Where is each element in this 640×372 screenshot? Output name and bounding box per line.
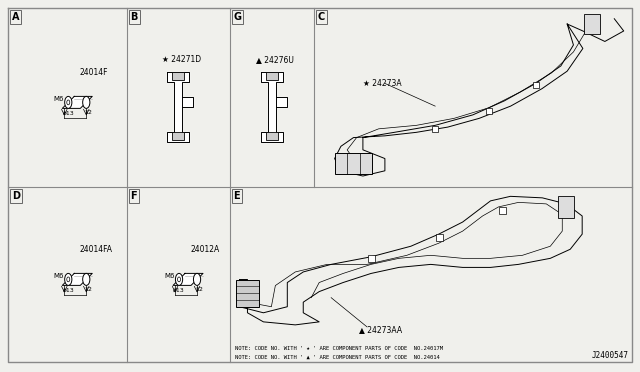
Ellipse shape bbox=[65, 273, 72, 285]
Text: 12: 12 bbox=[84, 110, 92, 115]
Text: 24014F: 24014F bbox=[79, 68, 108, 77]
Ellipse shape bbox=[83, 96, 90, 108]
Text: NOTE: CODE NO. WITH ' ▲ ' ARE COMPONENT PARTS OF CODE  NO.24014: NOTE: CODE NO. WITH ' ▲ ' ARE COMPONENT … bbox=[234, 355, 439, 360]
Polygon shape bbox=[62, 273, 92, 285]
Ellipse shape bbox=[65, 96, 72, 108]
Text: M6: M6 bbox=[54, 273, 64, 279]
Text: 12: 12 bbox=[195, 288, 203, 292]
Text: NOTE: CODE NO. WITH ' ★ ' ARE COMPONENT PARTS OF CODE  NO.24017M: NOTE: CODE NO. WITH ' ★ ' ARE COMPONENT … bbox=[234, 346, 442, 351]
Text: J2400547: J2400547 bbox=[592, 351, 629, 360]
Text: M6: M6 bbox=[54, 96, 64, 102]
Text: ø13: ø13 bbox=[173, 288, 185, 292]
Polygon shape bbox=[182, 97, 193, 108]
Bar bbox=[172, 73, 184, 80]
Bar bbox=[368, 255, 375, 262]
Text: E: E bbox=[234, 191, 240, 201]
Text: ▲ 24276U: ▲ 24276U bbox=[255, 55, 294, 64]
Ellipse shape bbox=[67, 277, 70, 282]
Text: F: F bbox=[131, 191, 137, 201]
Bar bbox=[532, 82, 539, 88]
Text: ø13: ø13 bbox=[62, 110, 74, 115]
Polygon shape bbox=[167, 73, 189, 142]
Text: ø13: ø13 bbox=[62, 288, 74, 292]
Bar bbox=[436, 234, 443, 241]
Text: C: C bbox=[317, 12, 325, 22]
Text: M6: M6 bbox=[164, 273, 175, 279]
Text: 24014FA: 24014FA bbox=[79, 246, 112, 254]
Text: D: D bbox=[12, 191, 20, 201]
Bar bbox=[335, 153, 372, 174]
Bar bbox=[432, 126, 438, 132]
Bar bbox=[486, 108, 492, 114]
Polygon shape bbox=[62, 96, 92, 108]
Ellipse shape bbox=[83, 273, 90, 285]
Bar bbox=[499, 207, 506, 214]
Ellipse shape bbox=[177, 277, 180, 282]
Text: G: G bbox=[234, 12, 241, 22]
Polygon shape bbox=[173, 273, 203, 285]
Bar bbox=[558, 196, 574, 218]
Bar bbox=[172, 132, 184, 140]
Text: A: A bbox=[12, 12, 19, 22]
Text: 24012A: 24012A bbox=[190, 246, 220, 254]
Text: 12: 12 bbox=[84, 288, 92, 292]
Bar bbox=[266, 132, 278, 140]
Bar bbox=[236, 279, 259, 307]
Text: ★ 24271D: ★ 24271D bbox=[162, 55, 201, 64]
Text: B: B bbox=[131, 12, 138, 22]
Bar bbox=[584, 14, 600, 34]
Text: ★ 24273A: ★ 24273A bbox=[363, 79, 401, 88]
Ellipse shape bbox=[193, 273, 201, 285]
Polygon shape bbox=[276, 97, 287, 108]
Ellipse shape bbox=[67, 100, 70, 105]
Polygon shape bbox=[260, 73, 283, 142]
Ellipse shape bbox=[175, 273, 182, 285]
Bar bbox=[266, 73, 278, 80]
Text: ▲ 24273AA: ▲ 24273AA bbox=[359, 325, 402, 334]
